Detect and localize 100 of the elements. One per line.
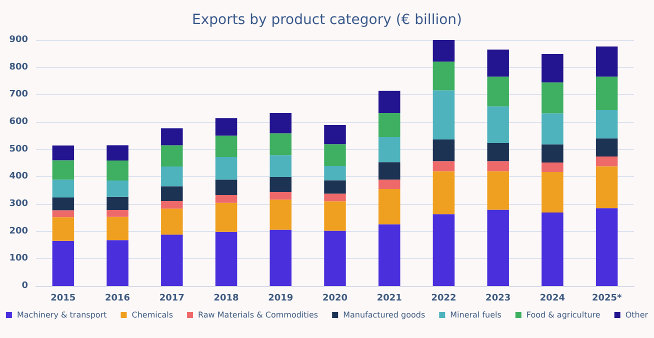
bar (378, 90, 400, 113)
bar (215, 194, 238, 203)
bar (161, 128, 183, 146)
bar (161, 166, 183, 186)
legend-label: Raw Materials & Commodities (198, 310, 318, 320)
bar (542, 113, 564, 144)
bar (432, 139, 455, 162)
bar (161, 145, 183, 167)
bar (161, 234, 183, 286)
bar (542, 82, 564, 114)
bar (161, 208, 183, 235)
legend-label: Food & agriculture (526, 310, 600, 320)
x-tick-label: 2019 (268, 294, 294, 304)
bar (324, 201, 346, 231)
bar (378, 188, 400, 224)
bar (324, 166, 346, 180)
x-tick-label: 2015 (50, 294, 76, 304)
bar (378, 162, 400, 180)
bar (487, 76, 509, 106)
bar (378, 112, 400, 138)
bar (542, 144, 564, 162)
bar (52, 146, 74, 160)
bar (542, 162, 564, 172)
bar (487, 161, 509, 172)
bar (270, 133, 292, 156)
bar (215, 180, 238, 195)
bar (106, 180, 128, 197)
bar (215, 136, 238, 157)
bar (596, 76, 618, 110)
y-tick-label: 300 (9, 199, 28, 209)
bar (270, 192, 292, 200)
y-tick-label: 600 (9, 117, 28, 127)
bar (596, 138, 618, 156)
bar (378, 180, 400, 189)
bar (270, 230, 292, 286)
legend-label: Manufactured goods (343, 310, 426, 320)
legend-label: Other (625, 310, 649, 320)
x-tick-label: 2025* (592, 294, 622, 304)
x-tick-label: 2024 (540, 294, 565, 304)
bar (106, 240, 128, 286)
bar (106, 160, 128, 180)
y-tick-label: 700 (9, 90, 28, 100)
bar (52, 210, 74, 218)
bar (596, 166, 618, 208)
y-tick-label: 900 (9, 35, 28, 45)
bar (324, 144, 346, 166)
y-tick-label: 800 (9, 62, 28, 72)
bar (215, 118, 238, 136)
legend-label: Mineral fuels (450, 310, 502, 320)
bar (215, 156, 238, 180)
bar (487, 106, 509, 144)
bar (487, 143, 509, 162)
bar (324, 194, 346, 202)
bar (542, 212, 564, 286)
bar (106, 196, 128, 210)
bar (106, 210, 128, 217)
bar (52, 160, 74, 180)
bar (432, 214, 455, 286)
x-tick-label: 2016 (105, 294, 130, 304)
bar (596, 156, 618, 166)
y-tick-label: 400 (9, 172, 28, 182)
bar (596, 110, 618, 138)
x-tick-label: 2017 (159, 294, 184, 304)
bar (52, 180, 74, 198)
legend-label: Chemicals (132, 310, 174, 320)
bar (324, 180, 346, 194)
bar (215, 202, 238, 232)
bar (324, 230, 346, 286)
bar (52, 217, 74, 241)
bar (596, 208, 618, 286)
bar (215, 232, 238, 286)
x-tick-label: 2018 (214, 294, 239, 304)
bar (542, 54, 564, 82)
bar (432, 62, 455, 90)
bar (487, 50, 509, 77)
bar (270, 155, 292, 177)
bar (432, 171, 455, 214)
legend-label: Machinery & transport (16, 310, 107, 320)
chart-title: Exports by product category (€ billion) (192, 12, 462, 28)
bar (270, 176, 292, 192)
bar (378, 137, 400, 162)
x-tick-label: 2020 (322, 294, 348, 304)
bar (324, 125, 346, 144)
bar (378, 224, 400, 286)
bar (542, 172, 564, 212)
bar (432, 90, 455, 140)
x-tick-label: 2022 (431, 294, 456, 304)
y-tick-label: 500 (9, 144, 28, 154)
bar (270, 200, 292, 230)
bar (487, 210, 509, 286)
x-tick-label: 2021 (376, 294, 402, 304)
bar (161, 200, 183, 209)
bar (596, 46, 618, 77)
bar (52, 240, 74, 286)
bar (270, 112, 292, 134)
bar (106, 145, 128, 161)
y-tick-label: 0 (22, 281, 28, 291)
bar (487, 171, 509, 210)
y-tick-label: 200 (9, 226, 28, 236)
x-tick-label: 2023 (486, 294, 511, 304)
